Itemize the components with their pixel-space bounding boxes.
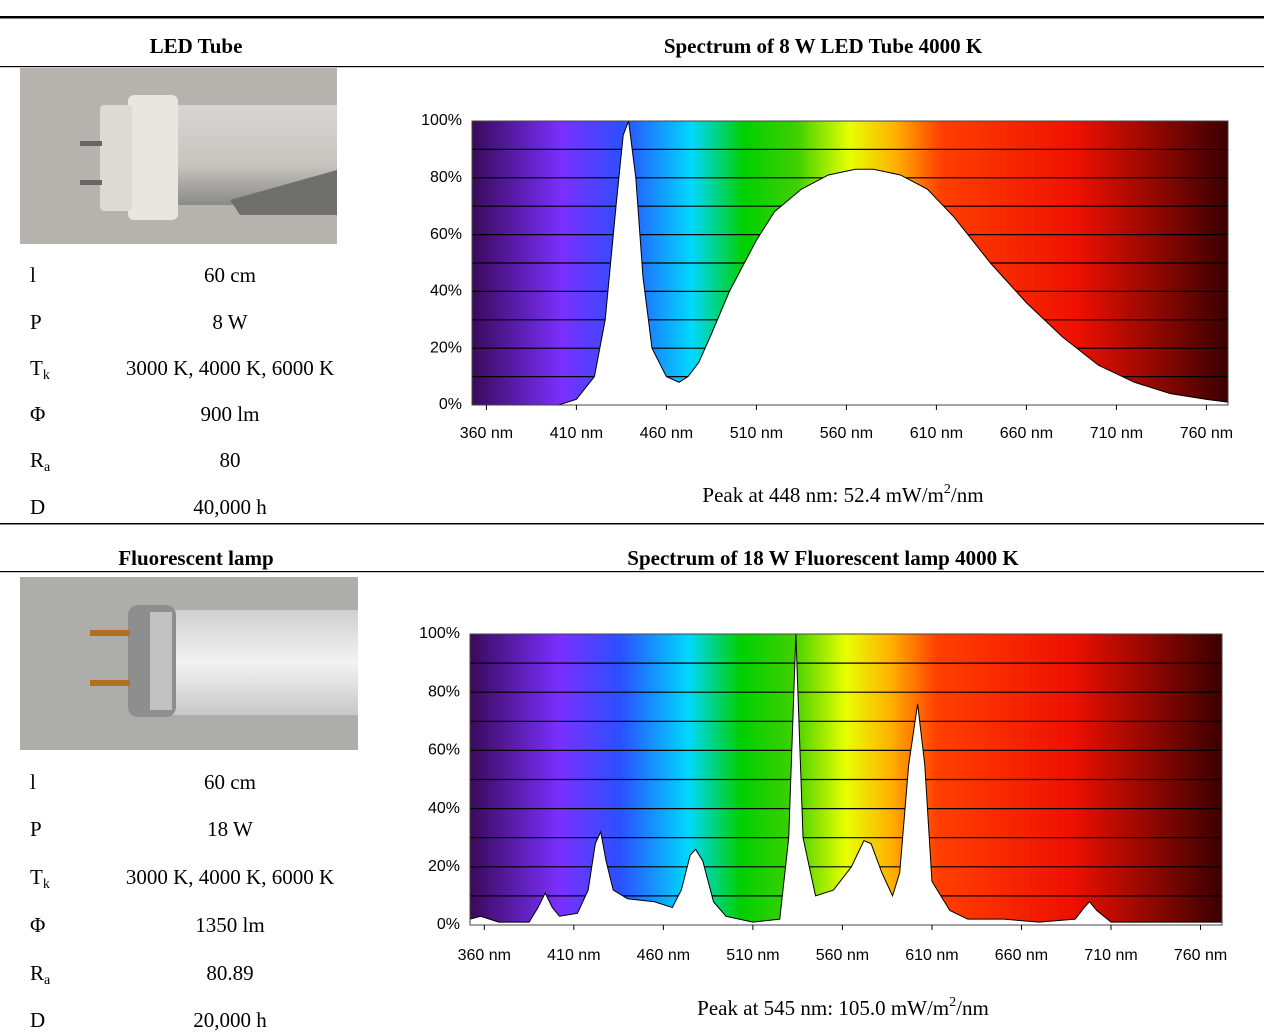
peak-note-unit: /nm (951, 483, 984, 507)
property-value: 60 cm (204, 263, 256, 287)
peak-note-sup: 2 (949, 995, 956, 1010)
spectrum-title: Spectrum of 8 W LED Tube 4000 K (664, 34, 983, 58)
x-tick-label: 360 nm (460, 425, 513, 442)
peak-note-sup: 2 (944, 482, 951, 497)
property-value: 900 lm (201, 402, 260, 426)
property-symbol: Φ (30, 913, 45, 937)
rule (0, 66, 1264, 67)
x-tick-label: 610 nm (910, 425, 963, 442)
x-tick-label: 410 nm (550, 425, 603, 442)
property-value: 80.89 (206, 961, 253, 985)
y-tick-label: 60% (430, 226, 462, 243)
y-tick-label: 60% (428, 742, 460, 759)
x-tick-label: 410 nm (547, 947, 600, 964)
x-tick-label: 510 nm (726, 947, 779, 964)
y-tick-label: 80% (428, 683, 460, 700)
rule (0, 523, 1264, 525)
property-subscript: k (43, 877, 50, 892)
fluorescent-photo (20, 577, 358, 750)
page: LED Tube Spectrum of 8 W LED Tube 4000 K l… (0, 0, 1264, 1032)
property-symbol: l (30, 770, 36, 794)
property-subscript: k (43, 368, 50, 383)
property-symbol: P (30, 310, 42, 334)
x-tick-label: 360 nm (458, 947, 511, 964)
property-symbol: P (30, 817, 42, 841)
y-tick-label: 40% (430, 283, 462, 300)
top-rule (0, 16, 1264, 19)
peak-note: Peak at 545 nm: 105.0 mW/m (697, 996, 949, 1020)
property-value: 8 W (212, 310, 247, 334)
y-tick-label: 0% (439, 396, 462, 413)
property-value: 18 W (207, 817, 253, 841)
x-tick-label: 760 nm (1180, 425, 1233, 442)
x-tick-label: 710 nm (1090, 425, 1143, 442)
property-value: 3000 K, 4000 K, 6000 K (126, 865, 334, 889)
x-tick-label: 510 nm (730, 425, 783, 442)
y-tick-label: 0% (437, 916, 460, 933)
property-value: 80 (220, 448, 241, 472)
property-subscript: a (44, 460, 51, 475)
peak-note-unit: /nm (956, 996, 989, 1020)
spectrum-title: Spectrum of 18 W Fluorescent lamp 4000 K (627, 546, 1019, 570)
x-tick-label: 660 nm (1000, 425, 1053, 442)
y-tick-label: 20% (428, 858, 460, 875)
x-tick-label: 560 nm (820, 425, 873, 442)
property-value: 40,000 h (193, 495, 267, 519)
property-value: 60 cm (204, 770, 256, 794)
x-tick-label: 610 nm (905, 947, 958, 964)
property-symbol: T (30, 356, 43, 380)
property-value: 3000 K, 4000 K, 6000 K (126, 356, 334, 380)
lamp-name: LED Tube (150, 34, 243, 58)
x-tick-label: 460 nm (637, 947, 690, 964)
property-value: 1350 lm (195, 913, 264, 937)
lamp-name: Fluorescent lamp (118, 546, 273, 570)
property-symbol: T (30, 865, 43, 889)
y-tick-label: 40% (428, 800, 460, 817)
y-tick-label: 100% (421, 112, 462, 129)
x-tick-label: 460 nm (640, 425, 693, 442)
y-tick-label: 20% (430, 339, 462, 356)
property-subscript: a (44, 973, 51, 988)
property-symbol: R (30, 961, 44, 985)
led-tube-photo (20, 68, 337, 244)
y-tick-label: 100% (419, 625, 460, 642)
peak-note: Peak at 448 nm: 52.4 mW/m (702, 483, 943, 507)
x-tick-label: 560 nm (816, 947, 869, 964)
x-tick-label: 710 nm (1084, 947, 1137, 964)
property-symbol: l (30, 263, 36, 287)
property-symbol: Φ (30, 402, 45, 426)
y-tick-label: 80% (430, 169, 462, 186)
x-tick-label: 760 nm (1174, 947, 1227, 964)
property-symbol: R (30, 448, 44, 472)
property-symbol: D (30, 495, 45, 519)
property-value: 20,000 h (193, 1008, 267, 1032)
rule (0, 571, 1264, 572)
x-tick-label: 660 nm (995, 947, 1048, 964)
property-symbol: D (30, 1008, 45, 1032)
